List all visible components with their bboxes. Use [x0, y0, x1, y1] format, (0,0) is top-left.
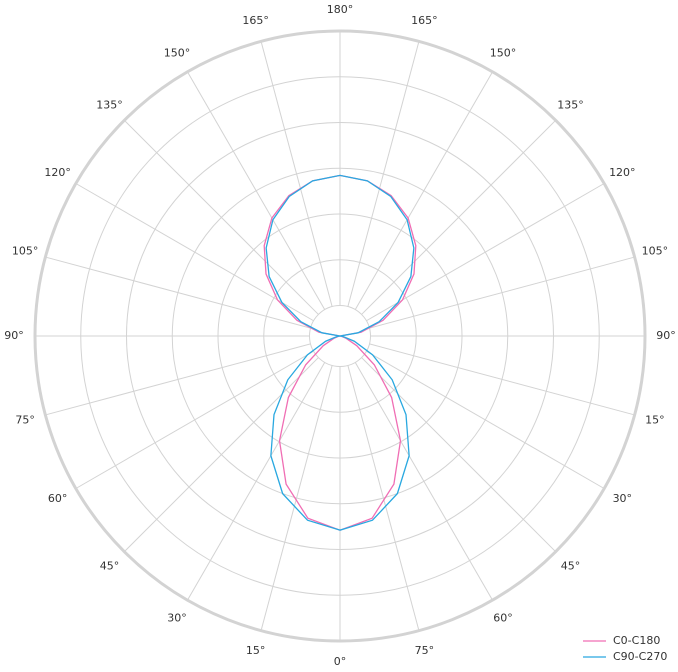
ring [309, 305, 371, 367]
theta-tick-label: 165° [242, 14, 269, 27]
theta-tick-label: 45° [561, 560, 581, 573]
ring [126, 122, 554, 550]
legend-label: C0-C180 [613, 634, 660, 647]
theta-tick-label: 135° [557, 98, 584, 111]
theta-tick-label: 30° [167, 611, 187, 624]
theta-tick-label: 180° [327, 3, 354, 16]
theta-tick-label: 45° [100, 560, 120, 573]
theta-tick-label: 105° [12, 245, 39, 258]
theta-tick-label: 0° [334, 655, 347, 668]
theta-tick-label: 120° [609, 166, 636, 179]
theta-tick-label: 105° [642, 245, 669, 258]
ring [171, 167, 509, 505]
theta-tick-label: 15° [645, 413, 665, 426]
theta-tick-label: 150° [490, 47, 517, 60]
theta-tick-label: 15° [246, 644, 266, 657]
theta-tick-label: 165° [411, 14, 438, 27]
theta-tick-label: 75° [415, 644, 435, 657]
theta-tick-label: 150° [164, 47, 191, 60]
ring [33, 29, 647, 643]
theta-tick-label: 90° [656, 329, 676, 342]
theta-tick-label: 60° [493, 611, 513, 624]
series-line [265, 174, 415, 531]
ring [80, 76, 600, 596]
theta-tick-label: 60° [48, 492, 68, 505]
theta-tick-label: 30° [613, 492, 633, 505]
ring [263, 259, 417, 413]
legend-label: C90-C270 [613, 650, 667, 663]
theta-tick-label: 135° [96, 98, 123, 111]
theta-tick-label: 90° [4, 329, 24, 342]
theta-tick-label: 75° [15, 413, 35, 426]
theta-tick-label: 120° [44, 166, 71, 179]
ring [217, 213, 463, 459]
